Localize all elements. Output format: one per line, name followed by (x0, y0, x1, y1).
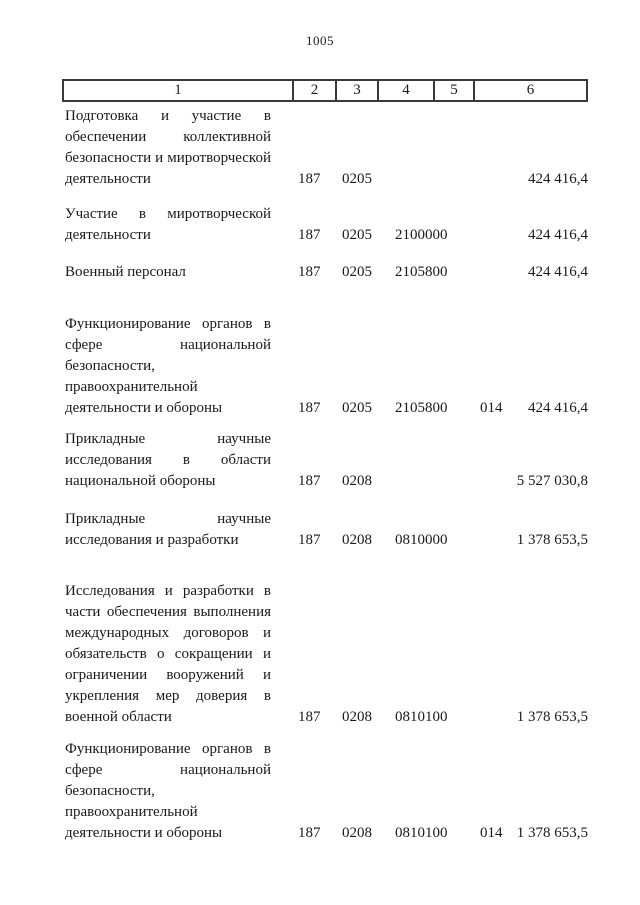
cell-target-item-code: 2100000 (395, 227, 448, 243)
header-cell-4: 4 (377, 81, 433, 100)
cell-agency-code: 187 (298, 473, 321, 489)
cell-amount: 1 378 653,5 (516, 532, 588, 548)
cell-expense-type-code: 014 (480, 400, 503, 416)
cell-target-item-code: 0810100 (395, 825, 448, 841)
table-row: Участие в миротворческой деятельности 18… (65, 204, 588, 246)
cell-amount: 424 416,4 (528, 227, 588, 243)
cell-target-item-code: 0810000 (395, 532, 448, 548)
table-row: Прикладные научные исследования и разраб… (65, 509, 588, 551)
cell-target-item-code: 2105800 (395, 264, 448, 280)
cell-amount: 424 416,4 (528, 171, 588, 187)
cell-name: Функционирование органов в сфере национа… (65, 316, 271, 416)
cell-name: Участие в миротворческой деятельности (65, 206, 271, 243)
table-row: Подготовка и участие в обеспечении колле… (65, 106, 588, 190)
cell-section-code: 0208 (342, 825, 372, 841)
cell-target-item-code: 2105800 (395, 400, 448, 416)
cell-agency-code: 187 (298, 709, 321, 725)
table-row: Функционирование органов в сфере национа… (65, 314, 588, 419)
cell-section-code: 0205 (342, 264, 372, 280)
header-cell-2: 2 (292, 81, 335, 100)
table-body: Подготовка и участие в обеспечении колле… (65, 106, 588, 844)
cell-amount: 5 527 030,8 (516, 473, 588, 489)
cell-agency-code: 187 (298, 825, 321, 841)
cell-expense-type-code: 014 (480, 825, 503, 841)
header-cell-1: 1 (174, 82, 182, 98)
cell-name: Исследования и разработки в части обеспе… (65, 583, 271, 725)
cell-section-code: 0205 (342, 171, 372, 187)
header-table: 1 2 3 4 5 6 (62, 79, 588, 102)
cell-agency-code: 187 (298, 227, 321, 243)
cell-name: Прикладные научные исследования и разраб… (65, 511, 271, 548)
table-row: Военный персонал 187 0205 2105800 424 41… (65, 262, 588, 283)
table-row: Функционирование органов в сфере национа… (65, 739, 588, 844)
cell-section-code: 0205 (342, 400, 372, 416)
cell-section-code: 0208 (342, 532, 372, 548)
cell-target-item-code: 0810100 (395, 709, 448, 725)
cell-agency-code: 187 (298, 264, 321, 280)
cell-section-code: 0208 (342, 709, 372, 725)
table-row: Исследования и разработки в части обеспе… (65, 581, 588, 728)
table-row: Прикладные научные исследования в област… (65, 429, 588, 492)
cell-amount: 424 416,4 (528, 400, 588, 416)
cell-amount: 1 378 653,5 (516, 709, 588, 725)
header-cell-5: 5 (433, 81, 473, 100)
cell-agency-code: 187 (298, 171, 321, 187)
cell-agency-code: 187 (298, 532, 321, 548)
cell-amount: 1 378 653,5 (516, 825, 588, 841)
cell-name: Подготовка и участие в обеспечении колле… (65, 108, 271, 187)
cell-name: Прикладные научные исследования в област… (65, 431, 271, 489)
page-number: 1005 (306, 33, 334, 48)
cell-name: Военный персонал (65, 264, 186, 280)
cell-name: Функционирование органов в сфере национа… (65, 741, 271, 841)
cell-section-code: 0208 (342, 473, 372, 489)
cell-amount: 424 416,4 (528, 264, 588, 280)
cell-agency-code: 187 (298, 400, 321, 416)
header-cell-3: 3 (335, 81, 377, 100)
header-cell-6: 6 (473, 81, 586, 100)
cell-section-code: 0205 (342, 227, 372, 243)
